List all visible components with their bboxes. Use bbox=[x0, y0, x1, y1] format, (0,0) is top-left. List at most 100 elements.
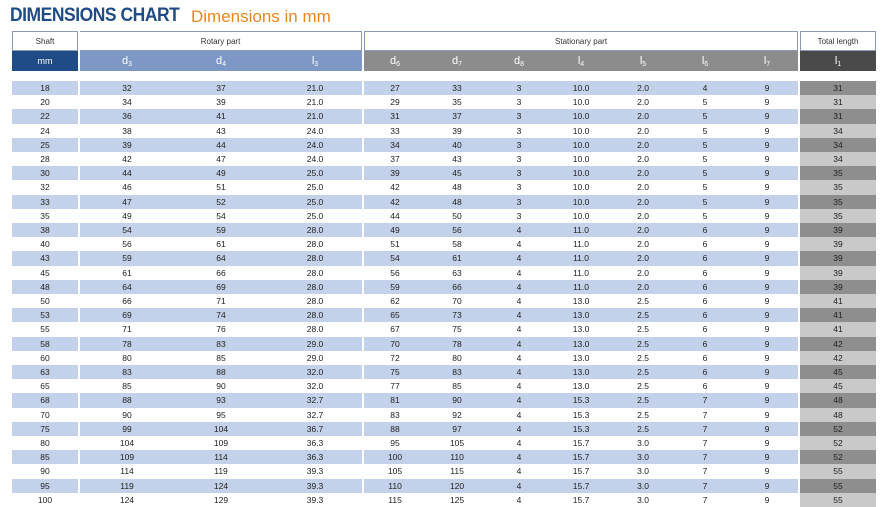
cell-d6: 34 bbox=[364, 137, 427, 153]
table-row: 38 54 59 28.0 49 56 4 11.0 2.0 6 9 39 bbox=[12, 223, 877, 238]
cell-l6: 6 bbox=[674, 223, 737, 238]
cell-l4: 15.7 bbox=[572, 466, 590, 477]
cell-l5: 2.0 bbox=[612, 81, 675, 96]
cell-d8: 4 bbox=[516, 381, 522, 392]
cell-l3: 28.0 bbox=[268, 308, 363, 323]
cell-l3: 36.3 bbox=[306, 438, 324, 449]
col-header-shaft-mm: mm bbox=[12, 51, 78, 71]
table-row: 58 78 83 29.0 70 78 4 13.0 2.5 6 9 42 bbox=[12, 336, 877, 351]
cell-l6: 6 bbox=[702, 324, 708, 335]
cell-d7: 83 bbox=[426, 365, 489, 380]
cell-d6: 110 bbox=[364, 478, 427, 493]
group-rotary-part: Rotary part bbox=[80, 31, 363, 51]
cell-d4: 49 bbox=[174, 166, 268, 181]
cell-l3: 39.3 bbox=[306, 466, 324, 477]
cell-l1: 39 bbox=[800, 265, 877, 280]
cell-l5: 2.5 bbox=[637, 381, 649, 392]
cell-d7: 50 bbox=[452, 210, 462, 221]
table-row: 32 46 51 25.0 42 48 3 10.0 2.0 5 9 35 bbox=[12, 180, 877, 195]
cell-l7: 9 bbox=[736, 393, 799, 408]
cell-l4: 11.0 bbox=[573, 267, 589, 278]
cell-l7: 9 bbox=[764, 296, 770, 307]
cell-shaft: 30 bbox=[12, 166, 78, 181]
group-stationary-part: Stationary part bbox=[364, 31, 799, 51]
cell-l6: 7 bbox=[674, 450, 737, 465]
cell-l5: 2.0 bbox=[612, 166, 675, 181]
table-row: 18 32 37 21.0 27 33 3 10.0 2.0 4 9 31 bbox=[12, 81, 877, 96]
cell-d7: 43 bbox=[452, 154, 462, 165]
table-row: 22 36 41 21.0 31 37 3 10.0 2.0 5 9 31 bbox=[12, 109, 877, 124]
cell-l5: 3.0 bbox=[612, 478, 675, 493]
cell-l4: 13.0 bbox=[550, 336, 613, 351]
cell-l6: 6 bbox=[702, 267, 708, 278]
cell-shaft: 50 bbox=[40, 296, 50, 307]
cell-d4: 90 bbox=[216, 381, 226, 392]
cell-l3: 39.3 bbox=[268, 478, 363, 493]
cell-d8: 4 bbox=[516, 267, 522, 278]
cell-d8: 4 bbox=[488, 365, 551, 380]
cell-shaft: 58 bbox=[12, 336, 78, 351]
cell-l6: 6 bbox=[674, 365, 737, 380]
cell-shaft: 75 bbox=[12, 421, 78, 437]
cell-shaft: 38 bbox=[12, 223, 78, 238]
cell-d6: 83 bbox=[390, 409, 400, 420]
dimensions-table: Shaft Rotary part Stationary part Total … bbox=[12, 31, 877, 507]
cell-d6: 100 bbox=[364, 450, 427, 465]
cell-l5: 2.5 bbox=[637, 296, 649, 307]
cell-d7: 48 bbox=[426, 194, 489, 209]
cell-d6: 88 bbox=[364, 421, 427, 437]
table-row: 33 47 52 25.0 42 48 3 10.0 2.0 5 9 35 bbox=[12, 194, 877, 209]
cell-d3: 47 bbox=[80, 194, 174, 209]
cell-l1: 39 bbox=[800, 279, 877, 295]
cell-l3: 28.0 bbox=[306, 324, 324, 335]
cell-d6: 42 bbox=[390, 182, 400, 193]
cell-l1: 34 bbox=[800, 123, 877, 138]
cell-d4: 59 bbox=[174, 223, 268, 238]
table-row: 28 42 47 24.0 37 43 3 10.0 2.0 5 9 34 bbox=[12, 152, 877, 167]
cell-d6: 37 bbox=[390, 154, 400, 165]
cell-l4: 15.3 bbox=[550, 393, 613, 408]
cell-d3: 61 bbox=[122, 267, 132, 278]
cell-l3: 32.7 bbox=[306, 409, 324, 420]
cell-d8: 4 bbox=[488, 279, 551, 295]
cell-l7: 9 bbox=[736, 109, 799, 124]
cell-d7: 40 bbox=[426, 137, 489, 153]
cell-d4: 83 bbox=[174, 336, 268, 351]
cell-d7: 78 bbox=[426, 336, 489, 351]
table-row: 70 90 95 32.7 83 92 4 15.3 2.5 7 9 48 bbox=[12, 407, 877, 422]
cell-d7: 61 bbox=[426, 251, 489, 266]
cell-d3: 114 bbox=[120, 466, 134, 477]
cell-d7: 39 bbox=[452, 125, 462, 136]
cell-l4: 15.7 bbox=[550, 478, 613, 493]
cell-l6: 6 bbox=[702, 381, 708, 392]
cell-l7: 9 bbox=[764, 182, 770, 193]
col-header-l3: l3 bbox=[268, 51, 363, 71]
cell-shaft: 70 bbox=[40, 409, 50, 420]
cell-l1: 39 bbox=[800, 251, 877, 266]
cell-d7: 63 bbox=[452, 267, 462, 278]
cell-l4: 15.7 bbox=[572, 438, 590, 449]
cell-d4: 54 bbox=[216, 210, 226, 221]
cell-l7: 9 bbox=[736, 421, 799, 437]
cell-l5: 2.0 bbox=[637, 267, 649, 278]
cell-l3: 32.0 bbox=[306, 381, 324, 392]
cell-d4: 51 bbox=[216, 182, 226, 193]
cell-d4: 44 bbox=[174, 137, 268, 153]
cell-d3: 71 bbox=[122, 324, 132, 335]
cell-d4: 39 bbox=[216, 97, 226, 108]
cell-d4: 109 bbox=[213, 438, 229, 449]
cell-d3: 66 bbox=[122, 296, 132, 307]
cell-l6: 5 bbox=[674, 137, 737, 153]
cell-l3: 25.0 bbox=[306, 210, 324, 221]
cell-shaft: 22 bbox=[12, 109, 78, 124]
cell-l5: 3.0 bbox=[637, 494, 649, 505]
cell-d7: 125 bbox=[449, 494, 465, 505]
cell-d3: 32 bbox=[80, 81, 174, 96]
cell-d6: 33 bbox=[390, 125, 400, 136]
cell-l7: 9 bbox=[736, 336, 799, 351]
table-row: 25 39 44 24.0 34 40 3 10.0 2.0 5 9 34 bbox=[12, 137, 877, 153]
cell-l1: 52 bbox=[800, 450, 877, 465]
cell-l3: 28.0 bbox=[306, 296, 324, 307]
cell-l1: 45 bbox=[800, 365, 877, 380]
cell-shaft: 100 bbox=[37, 494, 53, 505]
